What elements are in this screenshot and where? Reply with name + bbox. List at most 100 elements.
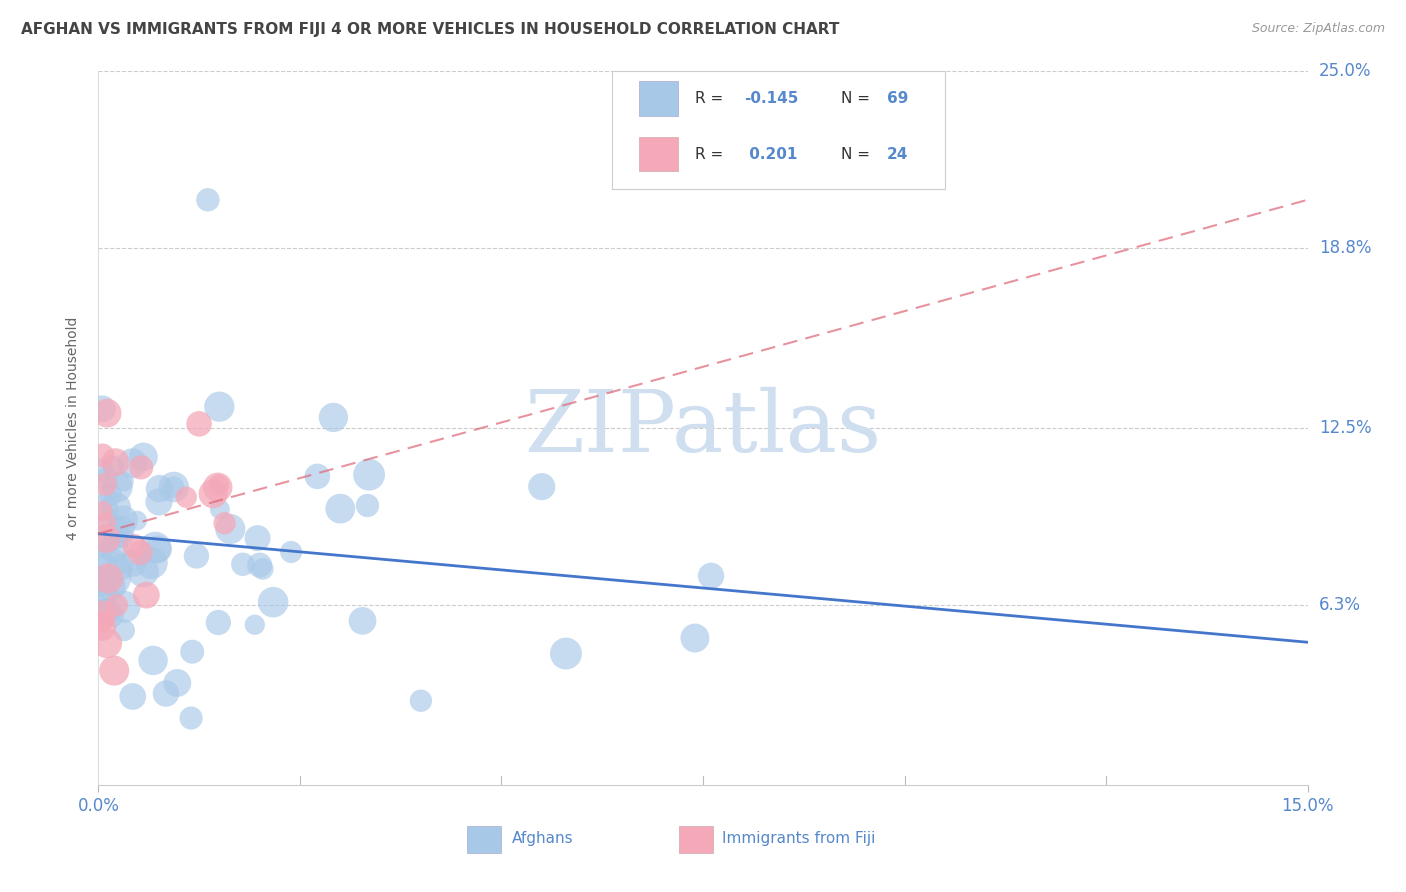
- Point: [180, 711, 202, 725]
- Point: [91, 607, 114, 622]
- Point: [91, 448, 114, 462]
- Point: [148, 542, 170, 557]
- Point: [186, 549, 208, 563]
- Point: [555, 647, 578, 661]
- Point: [129, 460, 152, 475]
- Point: [214, 516, 236, 531]
- Point: [307, 469, 329, 483]
- Point: [166, 676, 188, 690]
- FancyBboxPatch shape: [679, 826, 713, 853]
- Point: [104, 500, 127, 515]
- FancyBboxPatch shape: [612, 71, 945, 189]
- Point: [352, 614, 374, 628]
- Point: [96, 532, 118, 546]
- Point: [108, 560, 131, 574]
- FancyBboxPatch shape: [638, 137, 678, 171]
- Point: [141, 556, 163, 570]
- Text: N =: N =: [841, 91, 875, 106]
- Text: R =: R =: [695, 146, 728, 161]
- Point: [280, 545, 302, 559]
- Point: [121, 690, 143, 704]
- Text: Source: ZipAtlas.com: Source: ZipAtlas.com: [1251, 22, 1385, 36]
- Point: [103, 533, 125, 548]
- Text: 24: 24: [887, 146, 908, 161]
- Point: [197, 193, 219, 207]
- Point: [207, 615, 229, 630]
- Point: [359, 467, 381, 482]
- Point: [96, 603, 118, 617]
- Point: [100, 488, 122, 502]
- Point: [105, 598, 128, 612]
- Point: [129, 545, 152, 559]
- Point: [243, 617, 266, 632]
- Point: [93, 503, 115, 517]
- Point: [114, 599, 136, 614]
- Text: 6.3%: 6.3%: [1319, 596, 1361, 614]
- Point: [111, 530, 134, 544]
- Text: N =: N =: [841, 146, 875, 161]
- Point: [409, 694, 432, 708]
- Point: [132, 565, 155, 579]
- Point: [94, 516, 117, 530]
- FancyBboxPatch shape: [467, 826, 501, 853]
- Point: [142, 653, 165, 667]
- Text: 0.201: 0.201: [744, 146, 797, 161]
- Point: [246, 531, 269, 545]
- Point: [329, 501, 352, 516]
- Text: 69: 69: [887, 91, 908, 106]
- Text: Afghans: Afghans: [512, 831, 574, 846]
- Point: [252, 562, 274, 576]
- Point: [176, 490, 198, 504]
- Point: [107, 521, 129, 535]
- Point: [155, 687, 177, 701]
- Point: [125, 514, 148, 528]
- Point: [96, 636, 118, 650]
- Text: 12.5%: 12.5%: [1319, 419, 1371, 437]
- Point: [103, 664, 125, 678]
- Point: [112, 624, 135, 638]
- Point: [104, 455, 127, 469]
- Point: [148, 482, 170, 496]
- Point: [207, 480, 229, 494]
- Point: [208, 400, 231, 414]
- Point: [91, 615, 114, 629]
- Point: [208, 502, 231, 516]
- Point: [181, 645, 204, 659]
- Point: [530, 480, 553, 494]
- Point: [91, 574, 114, 588]
- FancyBboxPatch shape: [638, 81, 678, 116]
- Point: [91, 534, 114, 549]
- Point: [91, 566, 114, 581]
- Point: [94, 562, 117, 576]
- Point: [91, 463, 114, 477]
- Point: [322, 410, 344, 425]
- Point: [94, 477, 117, 491]
- Point: [188, 417, 211, 431]
- Point: [101, 459, 124, 474]
- Text: R =: R =: [695, 91, 728, 106]
- Point: [132, 450, 155, 464]
- Point: [110, 522, 132, 536]
- Point: [94, 472, 117, 486]
- Text: -0.145: -0.145: [744, 91, 799, 106]
- Point: [96, 406, 118, 420]
- Point: [104, 579, 127, 593]
- Point: [163, 480, 186, 494]
- Point: [262, 595, 284, 609]
- Point: [202, 486, 225, 500]
- Point: [105, 480, 128, 494]
- Point: [249, 558, 271, 572]
- Text: 25.0%: 25.0%: [1319, 62, 1371, 80]
- Point: [356, 499, 378, 513]
- Point: [148, 495, 170, 509]
- Point: [91, 620, 114, 634]
- Point: [232, 558, 254, 572]
- Point: [112, 513, 135, 527]
- Text: ZIPatlas: ZIPatlas: [524, 386, 882, 470]
- Point: [700, 569, 723, 583]
- Point: [208, 477, 231, 491]
- Point: [101, 608, 124, 623]
- Text: Immigrants from Fiji: Immigrants from Fiji: [723, 831, 876, 846]
- Text: 18.8%: 18.8%: [1319, 239, 1371, 257]
- Point: [683, 631, 706, 645]
